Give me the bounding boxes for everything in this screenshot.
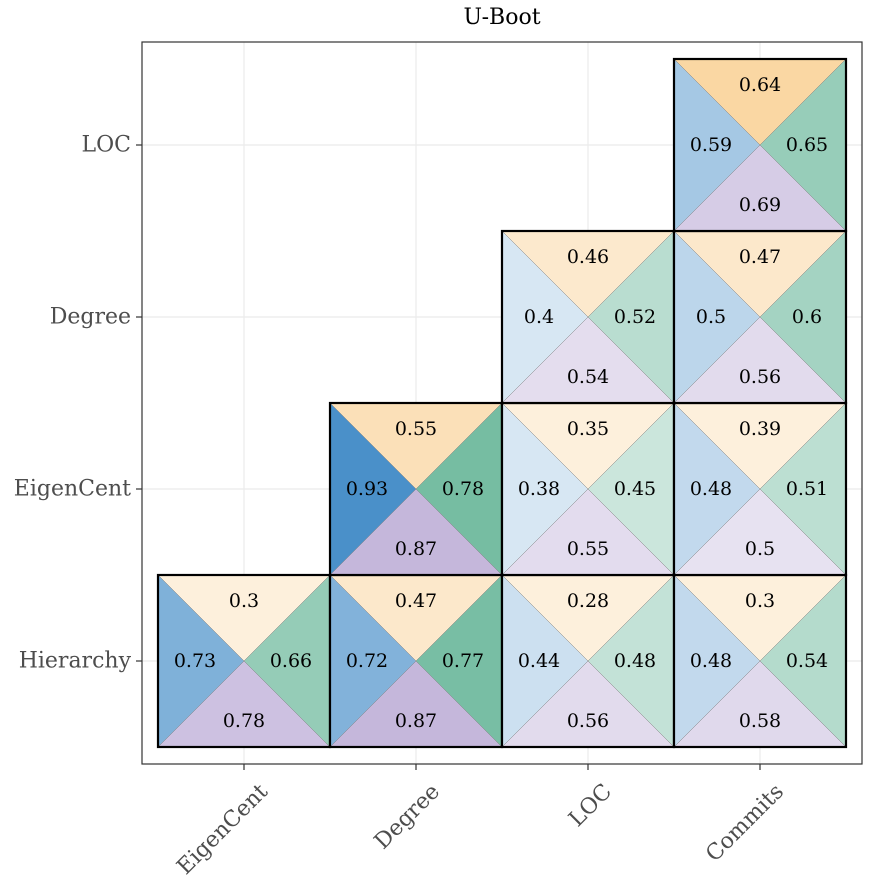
y-axis: Hierarchy EigenCent Degree LOC (14, 133, 142, 674)
y-tick-label: EigenCent (14, 477, 131, 502)
plot-panel-border (141, 41, 863, 765)
cell-value-label: 0.87 (395, 538, 437, 560)
cell-value-label: 0.51 (786, 478, 828, 500)
cell-value-label: 0.87 (395, 710, 437, 732)
cell-value-label: 0.78 (442, 478, 484, 500)
cell-value-label: 0.39 (739, 418, 781, 440)
heatmap-cell: 0.47 0.77 0.87 0.72 (328, 573, 504, 749)
cell-value-label: 0.3 (229, 590, 259, 612)
cell-value-label: 0.44 (518, 650, 560, 672)
x-tick-label: LOC (564, 779, 617, 832)
cell-value-label: 0.45 (614, 478, 656, 500)
heatmap-cell: 0.3 0.54 0.58 0.48 (672, 573, 848, 749)
cell-value-label: 0.58 (739, 710, 781, 732)
cell-value-label: 0.48 (690, 478, 732, 500)
heatmap-cell: 0.35 0.45 0.55 0.38 (500, 401, 676, 577)
cell-value-label: 0.69 (739, 194, 781, 216)
cell-value-label: 0.5 (696, 306, 726, 328)
cell-value-label: 0.4 (524, 306, 554, 328)
heatmap-cell: 0.47 0.6 0.56 0.5 (672, 229, 848, 405)
x-tick-label: EigenCent (172, 779, 273, 880)
cell-value-label: 0.66 (270, 650, 312, 672)
cell-value-label: 0.48 (690, 650, 732, 672)
cell-value-label: 0.73 (174, 650, 216, 672)
heatmap-cell: 0.28 0.48 0.56 0.44 (500, 573, 676, 749)
cell-value-label: 0.55 (395, 418, 437, 440)
cell-value-label: 0.47 (395, 590, 437, 612)
y-tick-label: Degree (50, 305, 131, 330)
cell-value-label: 0.47 (739, 246, 781, 268)
cell-value-label: 0.3 (745, 590, 775, 612)
cell-value-label: 0.77 (442, 650, 484, 672)
x-tick-label: Degree (370, 779, 445, 854)
cell-value-label: 0.54 (567, 366, 609, 388)
cell-value-label: 0.28 (567, 590, 609, 612)
y-tick-label: LOC (82, 133, 131, 158)
cell-value-label: 0.56 (567, 710, 609, 732)
cell-value-label: 0.72 (346, 650, 388, 672)
cell-value-label: 0.56 (739, 366, 781, 388)
cell-value-label: 0.35 (567, 418, 609, 440)
cell-value-label: 0.5 (745, 538, 775, 560)
cell-value-label: 0.55 (567, 538, 609, 560)
cell-value-label: 0.54 (786, 650, 828, 672)
chart-title: U-Boot (463, 5, 540, 30)
heatmap-cell: 0.3 0.66 0.78 0.73 (156, 573, 332, 749)
cell-value-label: 0.64 (739, 74, 781, 96)
x-tick-label: Commits (701, 779, 789, 867)
cell-value-label: 0.38 (518, 478, 560, 500)
heatmap-cell: 0.64 0.65 0.69 0.59 (672, 57, 848, 233)
cell-value-label: 0.48 (614, 650, 656, 672)
heatmap-cell: 0.55 0.78 0.87 0.93 (328, 401, 504, 577)
cell-value-label: 0.6 (792, 306, 822, 328)
cells-layer: 0.30.660.780.730.470.770.870.720.280.480… (156, 57, 848, 749)
cell-value-label: 0.78 (223, 710, 265, 732)
cell-value-label: 0.59 (690, 134, 732, 156)
cell-value-label: 0.52 (614, 306, 656, 328)
y-tick-label: Hierarchy (19, 649, 132, 674)
cell-value-label: 0.46 (567, 246, 609, 268)
cell-value-label: 0.93 (346, 478, 388, 500)
heatmap-cell: 0.46 0.52 0.54 0.4 (500, 229, 676, 405)
heatmap-cell: 0.39 0.51 0.5 0.48 (672, 401, 848, 577)
x-axis: EigenCent Degree LOC Commits (172, 764, 789, 880)
cell-value-label: 0.65 (786, 134, 828, 156)
cell-border (672, 57, 848, 233)
